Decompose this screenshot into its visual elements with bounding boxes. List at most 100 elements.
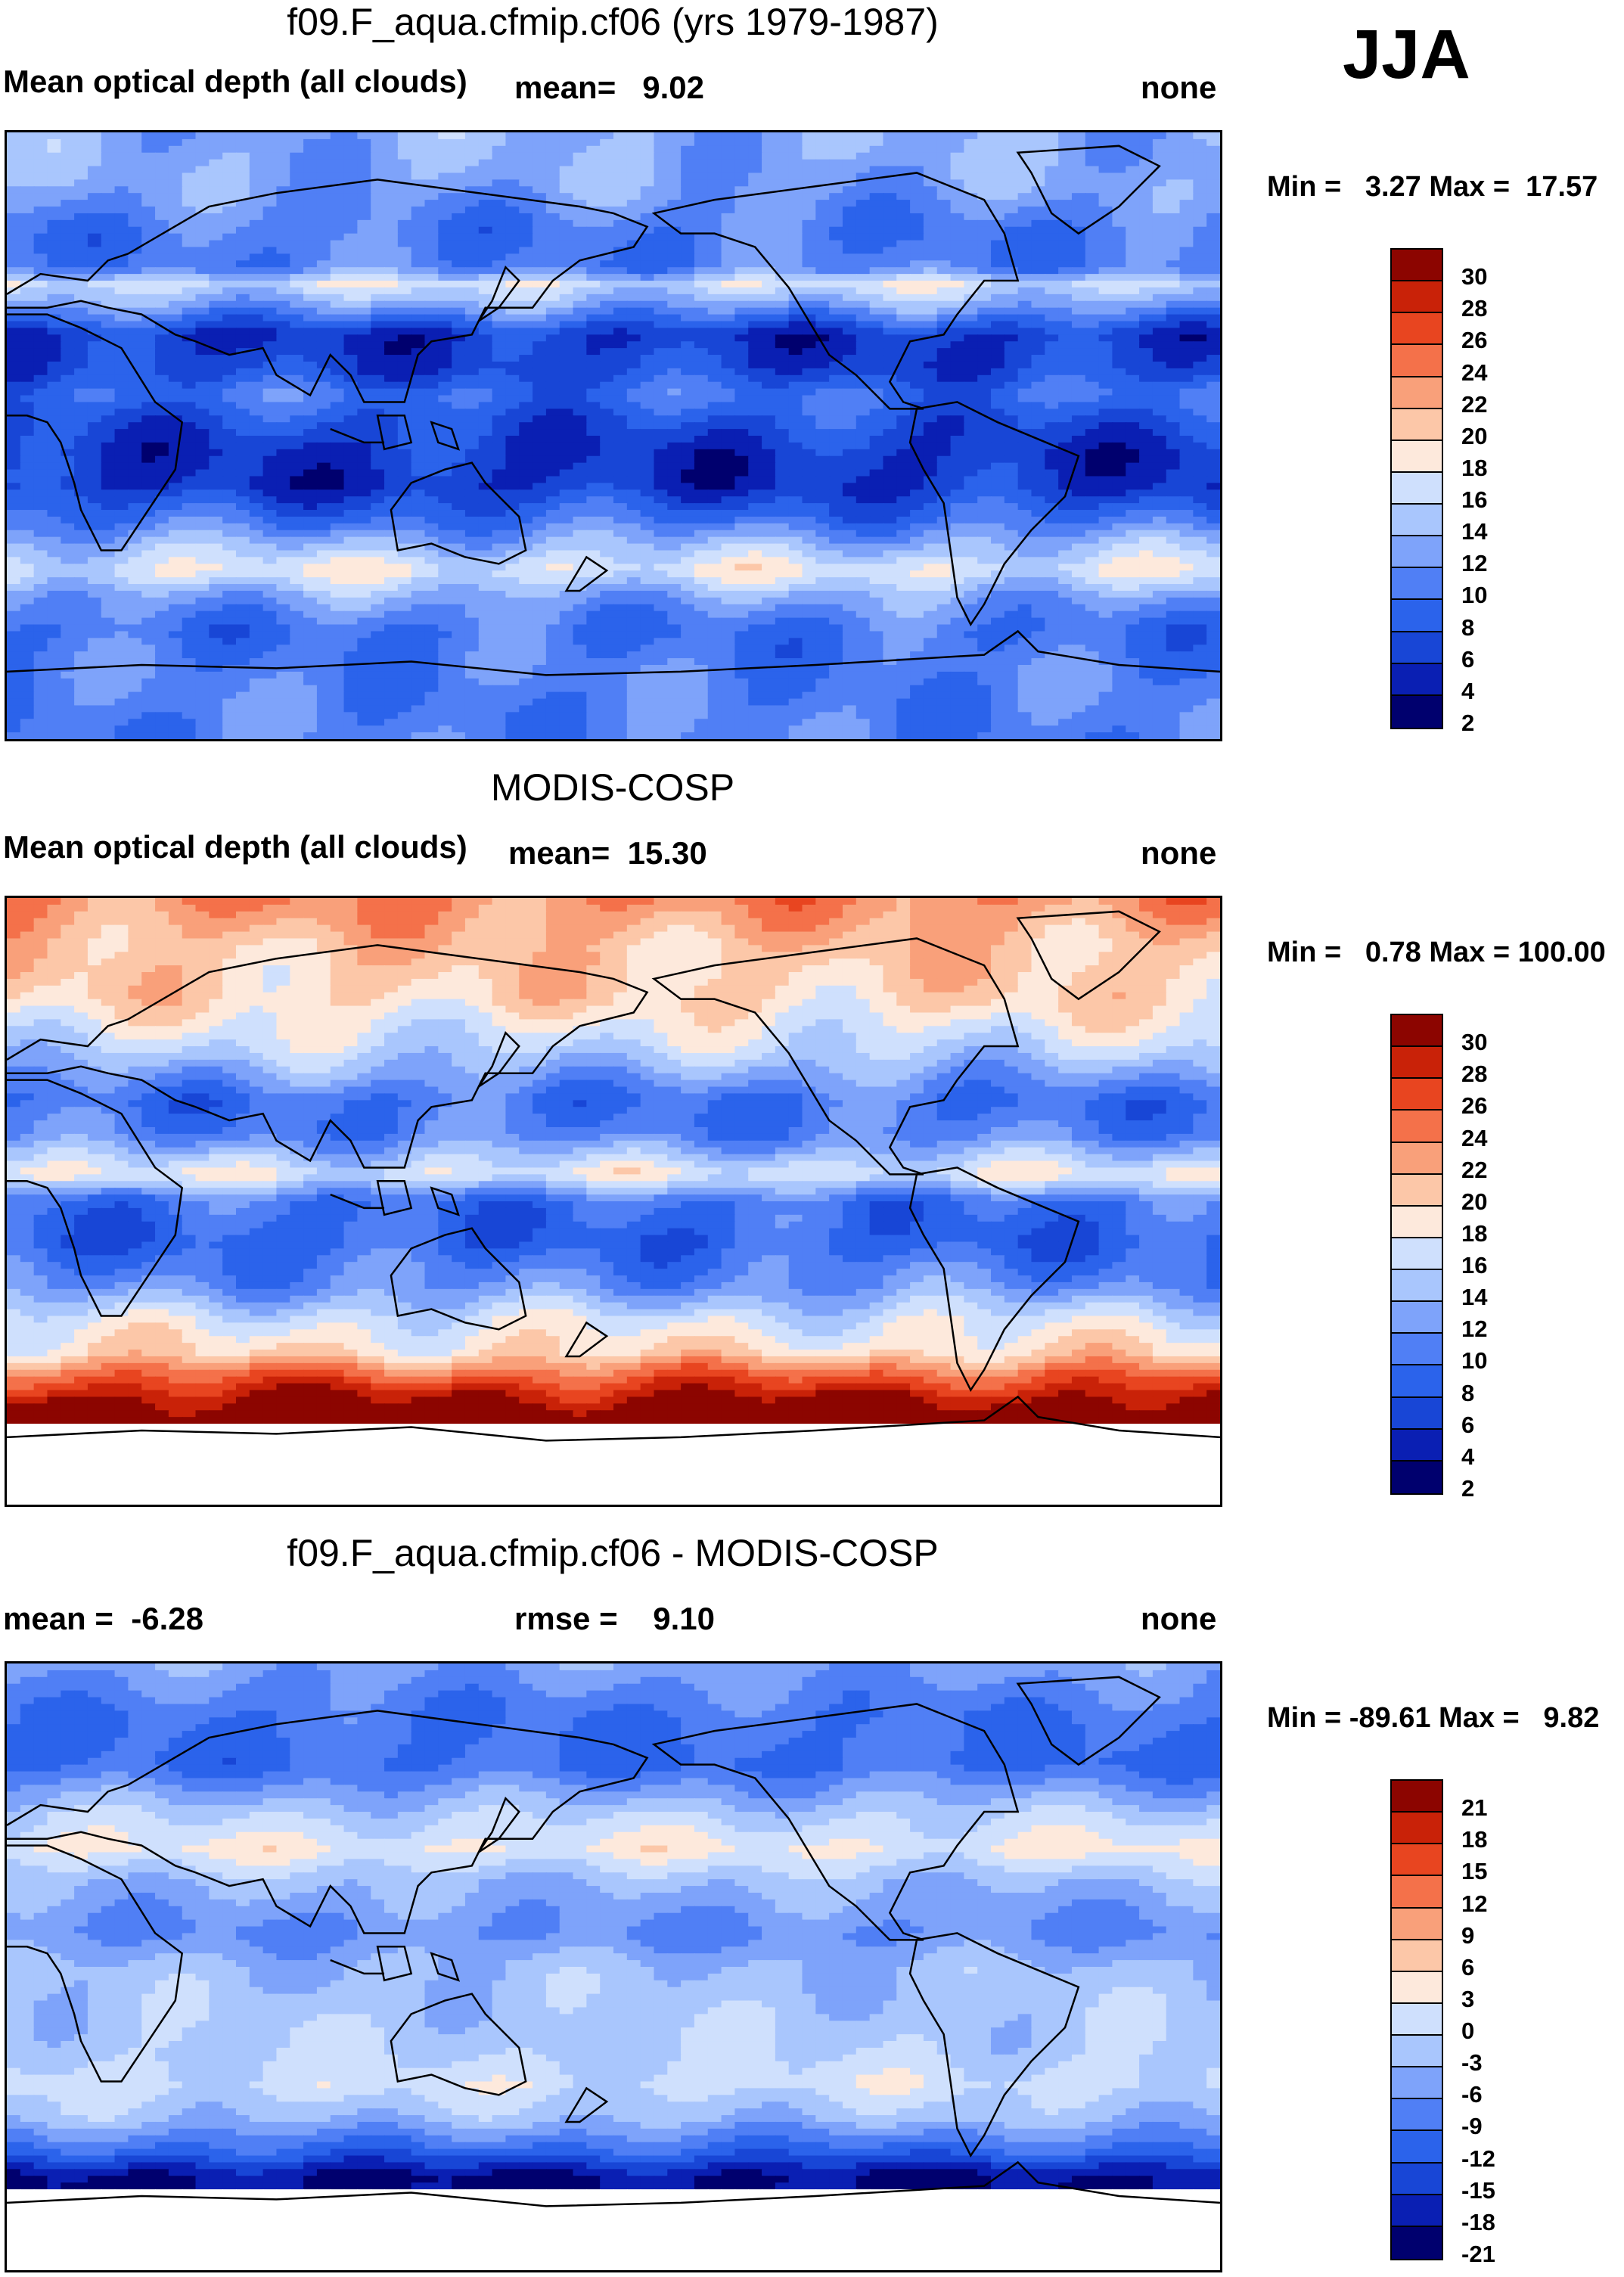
field-cell <box>182 455 197 464</box>
field-cell <box>7 274 21 281</box>
field-cell <box>87 152 102 160</box>
field-cell <box>1139 455 1154 464</box>
field-cell <box>47 152 62 160</box>
field-cell <box>640 483 655 491</box>
field-cell <box>168 334 183 343</box>
field-cell <box>464 172 480 181</box>
field-cell <box>559 219 574 228</box>
field-cell <box>1206 496 1220 505</box>
field-cell <box>1031 395 1046 403</box>
field-cell <box>923 483 938 491</box>
field-cell <box>788 172 803 181</box>
field-cell <box>47 469 62 477</box>
field-cell <box>424 281 439 288</box>
field-cell <box>303 374 318 383</box>
field-cell <box>7 267 21 275</box>
field-cell <box>802 429 817 436</box>
field-cell <box>788 496 803 505</box>
field-cell <box>748 172 762 181</box>
field-cell <box>397 476 412 484</box>
field-cell <box>249 361 264 369</box>
field-cell <box>168 374 183 383</box>
field-cell <box>950 193 965 201</box>
field-cell <box>681 253 695 262</box>
field-cell <box>74 341 88 349</box>
field-cell <box>452 294 466 302</box>
field-cell <box>721 267 736 275</box>
field-cell <box>667 334 682 343</box>
field-cell <box>397 186 412 194</box>
field-cell <box>438 503 453 511</box>
field-cell <box>343 415 359 424</box>
field-cell <box>411 381 426 390</box>
field-cell <box>815 186 831 194</box>
field-cell <box>1152 219 1167 228</box>
field-cell <box>33 132 48 140</box>
field-cell <box>1179 341 1194 349</box>
field-cell <box>249 334 264 343</box>
field-cell <box>842 449 857 457</box>
field-cell <box>910 281 924 288</box>
field-cell <box>721 496 736 505</box>
field-cell <box>182 287 197 295</box>
field-cell <box>1166 193 1181 201</box>
field-cell <box>128 145 143 154</box>
field-cell <box>1152 200 1167 207</box>
field-cell <box>734 213 750 221</box>
field-cell <box>47 489 62 498</box>
field-cell <box>182 294 197 302</box>
field-cell <box>640 321 655 329</box>
field-cell <box>209 455 224 464</box>
field-cell <box>1179 152 1194 160</box>
field-cell <box>896 260 911 269</box>
field-cell <box>1017 321 1032 329</box>
field-cell <box>936 307 952 315</box>
field-cell <box>1004 247 1019 255</box>
field-cell <box>681 219 695 228</box>
field-cell <box>182 328 197 336</box>
field-cell <box>559 462 574 471</box>
field-cell <box>533 381 547 390</box>
field-cell <box>290 455 304 464</box>
field-cell <box>545 476 560 484</box>
field-cell <box>1152 449 1167 457</box>
field-cell <box>478 462 493 471</box>
field-cell <box>829 207 843 214</box>
field-cell <box>182 240 197 248</box>
field-cell <box>883 200 898 207</box>
field-cell <box>842 328 857 336</box>
field-cell <box>384 415 399 424</box>
field-cell <box>681 415 695 424</box>
field-cell <box>222 213 237 221</box>
field-cell <box>734 240 750 248</box>
field-cell <box>991 138 1005 147</box>
field-cell <box>168 145 183 154</box>
field-cell <box>397 267 412 275</box>
field-cell <box>249 267 264 275</box>
field-cell <box>896 267 911 275</box>
field-cell <box>87 348 102 356</box>
field-cell <box>128 408 143 417</box>
field-cell <box>1017 281 1032 288</box>
field-cell <box>1166 281 1181 288</box>
field-cell <box>222 395 237 403</box>
field-cell <box>114 381 129 390</box>
field-cell <box>964 442 979 450</box>
field-cell <box>343 395 359 403</box>
field-cell <box>397 159 412 167</box>
field-cell <box>748 361 762 369</box>
field-cell <box>883 253 898 262</box>
field-cell <box>1058 233 1073 241</box>
field-cell <box>640 348 655 356</box>
field-cell <box>1045 341 1060 349</box>
field-cell <box>1193 489 1208 498</box>
field-cell <box>411 260 426 269</box>
field-cell <box>950 294 965 302</box>
field-cell <box>991 462 1005 471</box>
field-cell <box>1045 489 1060 498</box>
field-cell <box>168 429 183 436</box>
field-cell <box>411 415 426 424</box>
field-cell <box>235 442 250 450</box>
field-cell <box>330 321 345 329</box>
field-cell <box>343 355 359 362</box>
